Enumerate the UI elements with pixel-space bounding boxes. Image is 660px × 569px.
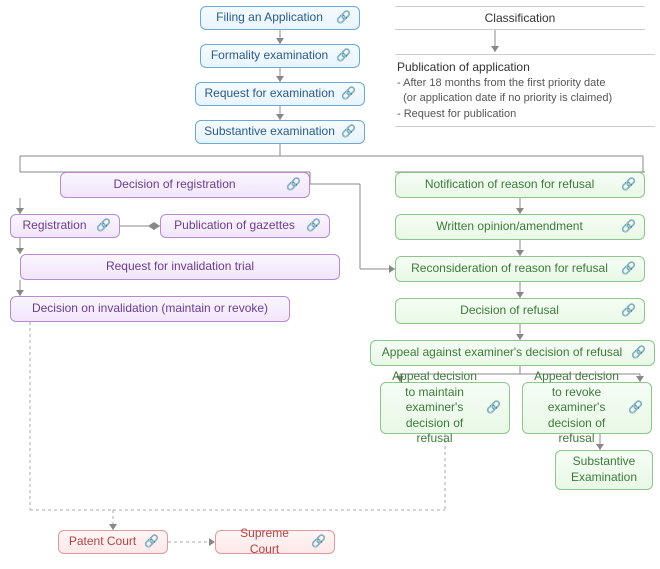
node-label: Filing an Application [209, 10, 330, 26]
node-supreme[interactable]: Supreme Court🔗 [215, 530, 335, 554]
link-icon: 🔗 [621, 261, 636, 277]
node-decision_reg[interactable]: Decision of registration 🔗 [60, 172, 310, 198]
node-label: Appeal decision to maintain examiner's d… [389, 369, 480, 447]
link-icon: 🔗 [621, 177, 636, 193]
node-maintain[interactable]: Appeal decision to maintain examiner's d… [380, 382, 510, 434]
node-reconsider[interactable]: Reconsideration of reason for refusal 🔗 [395, 256, 645, 282]
classification-box: Classification [395, 6, 645, 30]
node-label: Appeal against examiner's decision of re… [379, 345, 625, 361]
node-appeal[interactable]: Appeal against examiner's decision of re… [370, 340, 655, 366]
node-substantive[interactable]: Substantive examination 🔗 [195, 120, 365, 144]
node-label: Request for examination [204, 86, 335, 102]
link-icon: 🔗 [311, 534, 326, 550]
publication-line: - After 18 months from the first priorit… [397, 76, 653, 91]
node-label: Substantive Examination [564, 454, 644, 485]
node-revoke[interactable]: Appeal decision to revoke examiner's dec… [522, 382, 652, 434]
node-label: Decision on invalidation (maintain or re… [19, 301, 281, 317]
node-label: Request for invalidation trial [29, 259, 331, 275]
node-invalid_req: Request for invalidation trial [20, 254, 340, 280]
node-label: Patent Court [67, 534, 138, 550]
publication-box: Publication of application - After 18 mo… [395, 54, 655, 127]
link-icon: 🔗 [336, 48, 351, 64]
publication-line: (or application date if no priority is c… [397, 91, 653, 106]
node-written[interactable]: Written opinion/amendment 🔗 [395, 214, 645, 240]
link-icon: 🔗 [621, 303, 636, 319]
classification-label: Classification [485, 11, 556, 25]
link-icon: 🔗 [631, 345, 646, 361]
node-label: Supreme Court [224, 526, 305, 557]
node-label: Written opinion/amendment [404, 219, 615, 235]
node-label: Reconsideration of reason for refusal [404, 261, 615, 277]
link-icon: 🔗 [628, 400, 643, 416]
node-request[interactable]: Request for examination 🔗 [195, 82, 365, 106]
node-label: Appeal decision to revoke examiner's dec… [531, 369, 622, 447]
node-label: Formality examination [209, 48, 330, 64]
node-label: Substantive examination [204, 124, 335, 140]
publication-line: - Request for publication [397, 107, 653, 122]
link-icon: 🔗 [336, 10, 351, 26]
node-gazettes[interactable]: Publication of gazettes 🔗 [160, 214, 330, 238]
node-sub_exam: Substantive Examination [555, 450, 653, 490]
node-label: Decision of registration [69, 177, 280, 193]
link-icon: 🔗 [486, 400, 501, 416]
node-label: Notification of reason for refusal [404, 177, 615, 193]
link-icon: 🔗 [341, 124, 356, 140]
link-icon: 🔗 [306, 218, 321, 234]
link-icon: 🔗 [621, 219, 636, 235]
link-icon: 🔗 [96, 218, 111, 234]
node-label: Registration [19, 218, 90, 234]
node-dec_refusal[interactable]: Decision of refusal 🔗 [395, 298, 645, 324]
link-icon: 🔗 [286, 177, 301, 193]
node-formality[interactable]: Formality examination 🔗 [200, 44, 360, 68]
node-label: Publication of gazettes [169, 218, 300, 234]
node-notif[interactable]: Notification of reason for refusal 🔗 [395, 172, 645, 198]
link-icon: 🔗 [341, 86, 356, 102]
node-patent_court[interactable]: Patent Court 🔗 [58, 530, 168, 554]
publication-title: Publication of application [397, 59, 653, 76]
link-icon: 🔗 [144, 534, 159, 550]
node-invalid_dec: Decision on invalidation (maintain or re… [10, 296, 290, 322]
node-filing[interactable]: Filing an Application 🔗 [200, 6, 360, 30]
node-registration[interactable]: Registration 🔗 [10, 214, 120, 238]
node-label: Decision of refusal [404, 303, 615, 319]
